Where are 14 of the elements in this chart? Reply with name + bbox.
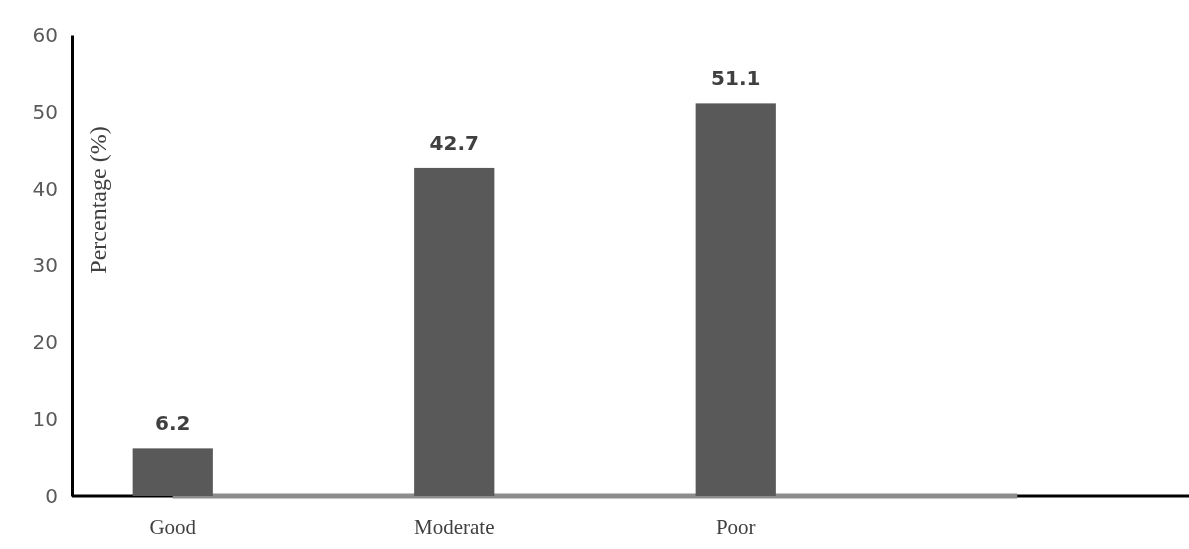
y-tick-label: 40 [32, 176, 58, 201]
data-label: 51.1 [711, 66, 761, 91]
y-tick-label: 50 [32, 99, 58, 124]
y-axis-title: Percentage (%) [85, 126, 111, 274]
y-tick-label: 0 [45, 483, 58, 508]
x-tick-label: Good [149, 515, 197, 539]
x-tick-label: Poor [715, 515, 756, 539]
data-label: 6.2 [155, 411, 191, 436]
y-tick-label: 20 [32, 330, 58, 355]
y-tick-label: 30 [32, 253, 58, 278]
data-label: 42.7 [429, 130, 479, 155]
x-tick-label: Moderate [414, 515, 495, 539]
y-tick-label: 60 [32, 22, 58, 47]
y-tick-label: 10 [32, 407, 58, 432]
